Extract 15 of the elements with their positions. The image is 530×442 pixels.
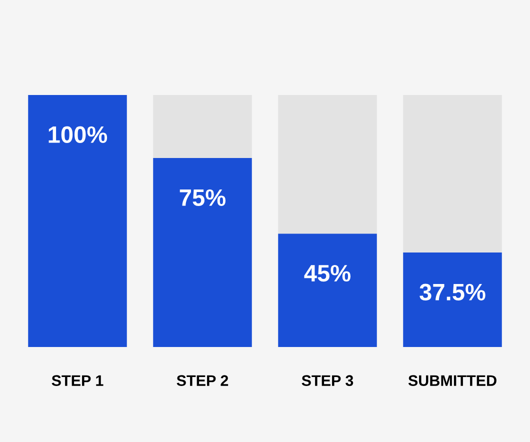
x-tick-label: STEP 1 xyxy=(52,375,104,386)
bar xyxy=(153,95,252,158)
bar xyxy=(403,252,502,347)
data-label: 37.5% xyxy=(420,284,486,301)
x-tick-label: STEP 3 xyxy=(302,375,354,386)
bar xyxy=(278,234,377,347)
data-label: 75% xyxy=(180,189,226,206)
bar xyxy=(153,158,252,347)
x-tick-label: SUBMITTED xyxy=(408,375,496,386)
data-label: 45% xyxy=(304,264,351,282)
x-tick-label: STEP 2 xyxy=(176,375,228,386)
bar xyxy=(28,95,127,347)
bar xyxy=(403,95,502,252)
bar xyxy=(278,95,377,234)
data-label: 100% xyxy=(48,126,108,144)
